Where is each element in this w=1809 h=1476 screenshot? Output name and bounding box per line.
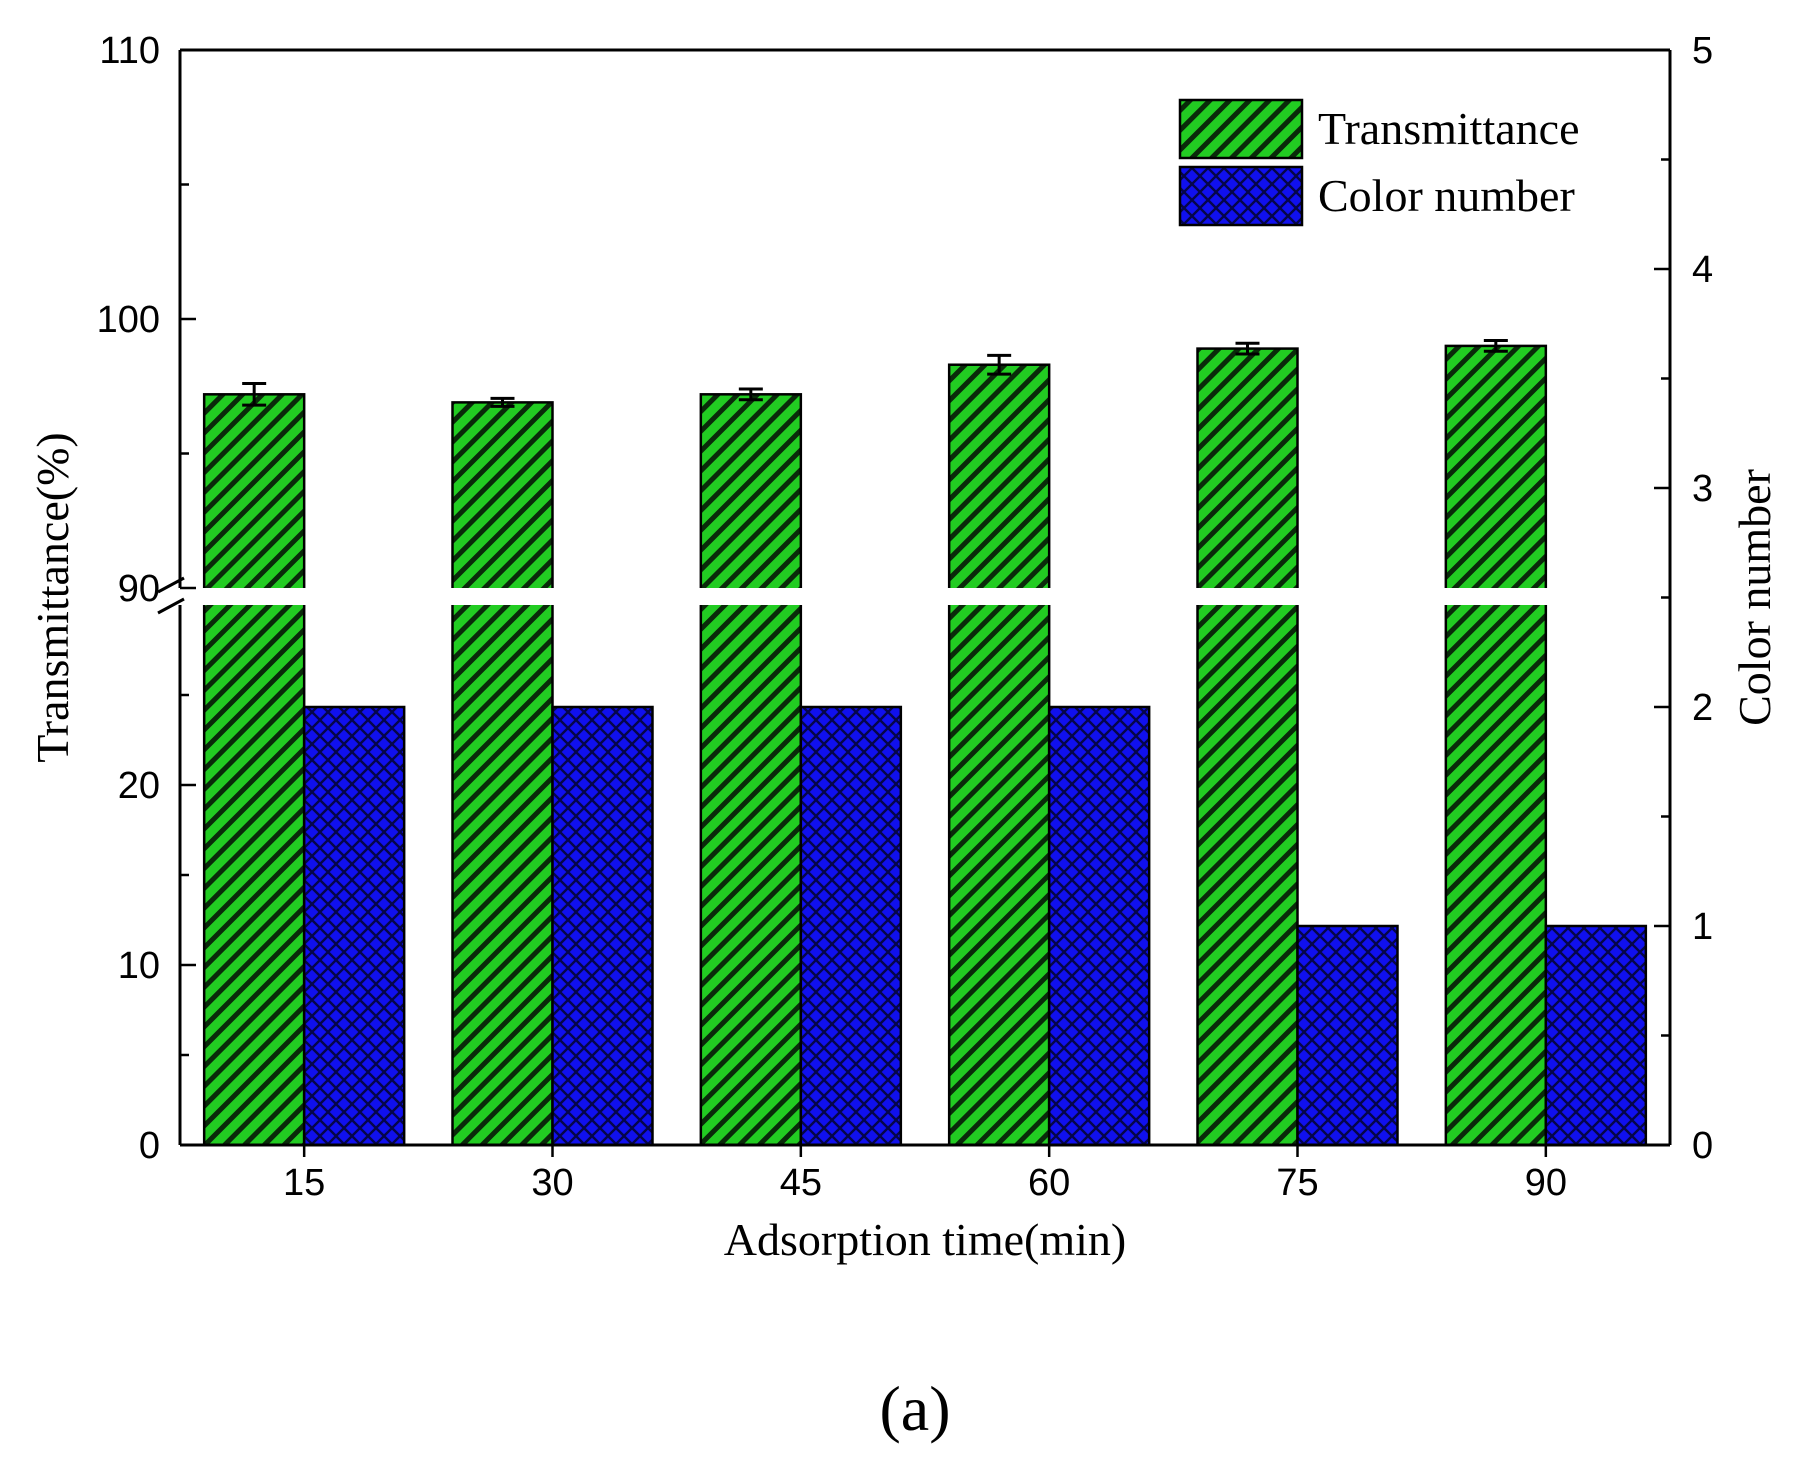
color-number-bar-75 [1296, 924, 1399, 1147]
error-bar-45 [738, 387, 763, 402]
transmittance-bar-30 [451, 401, 554, 1147]
error-bar-60 [987, 353, 1012, 376]
y-right-tick-label-1: 1 [1692, 906, 1713, 948]
y-left-axis-label: Transmittance(%) [27, 432, 78, 762]
y-left-tick-label-110: 110 [99, 30, 160, 72]
transmittance-bar-90 [1444, 344, 1548, 1147]
y-right-tick-label-5: 5 [1692, 30, 1713, 72]
transmittance-bar-60 [947, 363, 1051, 1147]
y-left-tick-label-100: 100 [97, 299, 160, 341]
error-bar-15 [242, 382, 267, 407]
y-left-tick-label-20: 20 [118, 765, 160, 807]
y-left-tick-label-0: 0 [139, 1125, 160, 1167]
transmittance-bar-15 [202, 393, 306, 1147]
y-right-tick-label-3: 3 [1692, 468, 1713, 510]
legend-swatch-transmittance [1178, 98, 1304, 160]
x-axis-label: Adsorption time(min) [724, 1214, 1126, 1265]
color-number-bar-60 [1047, 705, 1151, 1147]
color-number-bar-45 [799, 705, 903, 1147]
x-tick-label-60: 60 [1028, 1162, 1070, 1204]
y-left-tick-label-90: 90 [118, 568, 160, 610]
y-right-tick-label-0: 0 [1692, 1125, 1713, 1167]
y-left-tick-label-10: 10 [118, 945, 160, 987]
x-tick-label-45: 45 [780, 1162, 822, 1204]
y-right-tick-label-4: 4 [1692, 249, 1713, 291]
transmittance-bar-75 [1196, 347, 1299, 1147]
x-tick-label-15: 15 [283, 1162, 325, 1204]
y-right-tick-label-2: 2 [1692, 687, 1713, 729]
x-tick-label-90: 90 [1525, 1162, 1567, 1204]
error-bar-90 [1483, 339, 1508, 353]
x-tick-label-30: 30 [531, 1162, 573, 1204]
error-bar-75 [1235, 341, 1260, 356]
legend-label-transmittance: Transmittance [1318, 103, 1580, 154]
color-number-bar-15 [302, 705, 406, 1147]
error-bar-30 [490, 396, 515, 408]
x-tick-label-75: 75 [1276, 1162, 1318, 1204]
axis-break-gap [160, 588, 1670, 605]
color-number-bar-90 [1544, 924, 1648, 1147]
legend-swatch-color-number [1178, 165, 1304, 227]
legend-label-color-number: Color number [1318, 170, 1575, 221]
color-number-bar-30 [551, 705, 654, 1147]
transmittance-bar-45 [699, 393, 803, 1147]
panel-label: (a) [879, 1373, 950, 1444]
y-right-axis-label: Color number [1729, 469, 1780, 726]
